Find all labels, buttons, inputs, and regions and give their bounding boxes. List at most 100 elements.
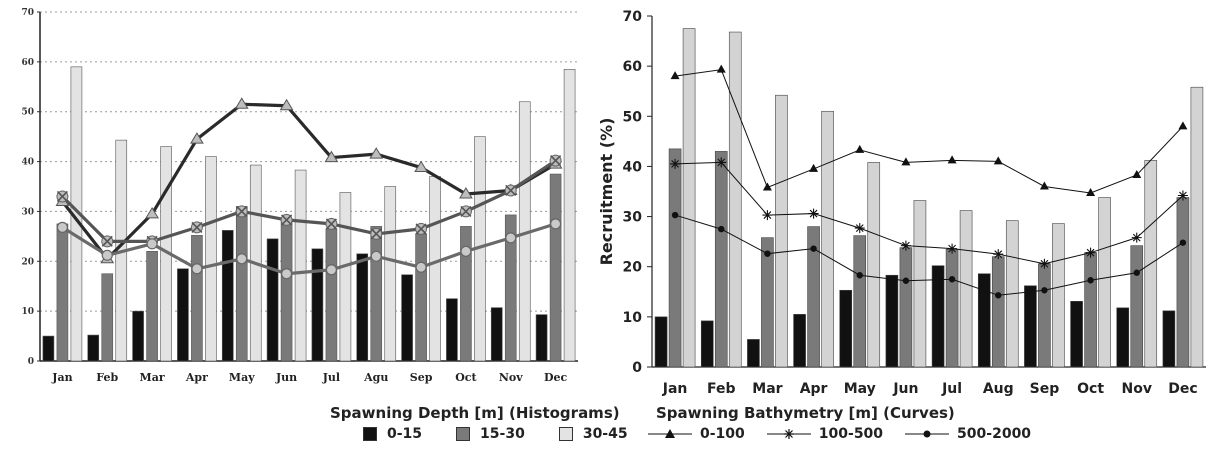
y-tick-label: 20 — [623, 260, 643, 276]
point-dot — [902, 277, 910, 284]
bar-15-30 — [714, 151, 728, 368]
curve-line-100-500 — [675, 161, 1184, 265]
point-x — [505, 184, 517, 197]
curve-line-triangle — [61, 102, 557, 261]
legend-swatch-light — [558, 427, 573, 441]
bar-30-45 — [339, 192, 352, 362]
point-dot — [764, 250, 771, 257]
point-x — [550, 155, 562, 167]
bar-15-30 — [549, 173, 562, 362]
legend-line-triangle-icon — [648, 429, 692, 438]
curve-line-x — [61, 159, 557, 243]
bar-0-15 — [132, 310, 144, 362]
point-x — [191, 221, 203, 233]
depth-legend: 0-15 15-30 30-45 — [363, 426, 662, 442]
point-circle — [101, 249, 113, 261]
bar-30-45 — [1190, 86, 1204, 368]
point-triangle — [762, 182, 772, 191]
point-circle — [505, 232, 517, 244]
bathymetry-legend-title: Spawning Bathymetry [m] (Curves) — [656, 404, 955, 422]
x-tick-label: Feb — [707, 381, 736, 397]
bar-15-30 — [807, 226, 820, 368]
point-asterisk — [670, 158, 681, 169]
point-circle — [280, 268, 293, 280]
point-dot — [948, 276, 956, 283]
point-triangle — [459, 187, 473, 199]
bar-0-15 — [885, 274, 899, 368]
x-tick-label: Apr — [800, 381, 828, 397]
y-tick-label: 60 — [21, 58, 34, 68]
point-triangle — [324, 150, 339, 163]
point-asterisk — [1039, 258, 1050, 269]
x-tick-label: Mar — [752, 381, 782, 397]
bar-15-30 — [370, 226, 383, 362]
y-tick-label: 0 — [632, 360, 642, 376]
y-tick-label: 10 — [21, 307, 34, 317]
legend-item-0-15: 0-15 — [363, 426, 422, 442]
bar-15-30 — [146, 251, 158, 362]
bar-0-15 — [931, 265, 945, 368]
point-dot — [1041, 287, 1048, 294]
point-circle — [56, 221, 69, 233]
bar-0-15 — [747, 339, 760, 368]
bar-0-15 — [446, 298, 458, 362]
x-tick-label: May — [229, 371, 255, 384]
point-triangle — [1132, 169, 1142, 178]
point-circle — [146, 238, 158, 250]
point-triangle — [670, 71, 680, 80]
y-tick-label: 30 — [21, 207, 34, 217]
bar-30-45 — [1052, 223, 1065, 368]
legend-item-500-2000: 500-2000 — [905, 426, 1031, 442]
bar-0-15 — [1162, 310, 1176, 368]
bar-15-30 — [325, 228, 338, 362]
bar-15-30 — [1176, 197, 1190, 368]
bar-0-15 — [311, 248, 324, 362]
bar-30-45 — [429, 176, 441, 362]
x-tick-label: Nov — [1122, 381, 1152, 397]
bar-0-15 — [221, 230, 234, 362]
legend-label: 0-100 — [700, 426, 745, 442]
point-triangle — [947, 155, 957, 164]
legend-label: 0-15 — [387, 426, 423, 442]
point-asterisk — [1085, 247, 1096, 258]
bar-0-15 — [401, 274, 413, 362]
point-circle — [370, 250, 382, 262]
point-asterisk — [854, 223, 865, 234]
x-tick-label: Feb — [96, 371, 118, 384]
point-dot — [1179, 239, 1187, 246]
point-circle — [415, 261, 427, 273]
point-triangle — [145, 206, 159, 219]
bar-0-15 — [87, 334, 100, 362]
y-tick-label: 20 — [21, 257, 34, 267]
x-tick-label: Jan — [51, 371, 72, 384]
bar-0-15 — [356, 253, 369, 362]
bar-15-30 — [460, 226, 472, 362]
bar-15-30 — [280, 218, 293, 362]
point-x — [370, 228, 382, 240]
bar-15-30 — [504, 214, 517, 362]
point-triangle — [414, 160, 428, 173]
y-tick-label: 70 — [21, 8, 34, 18]
bar-30-45 — [563, 69, 576, 362]
point-triangle — [1178, 121, 1188, 130]
bar-30-45 — [384, 186, 397, 362]
point-dot — [1133, 269, 1140, 276]
x-tick-label: Sep — [1030, 381, 1060, 397]
point-triangle — [901, 157, 911, 166]
point-dot — [1087, 277, 1094, 284]
point-circle — [549, 218, 562, 230]
y-tick-label: 60 — [623, 59, 643, 75]
bar-15-30 — [1130, 245, 1144, 368]
point-asterisk — [762, 210, 773, 221]
curve-line-circle — [61, 222, 557, 276]
bar-0-15 — [1116, 307, 1130, 368]
point-circle — [325, 264, 338, 276]
point-x — [101, 235, 113, 247]
x-tick-label: May — [844, 381, 876, 397]
point-dot — [995, 292, 1002, 299]
point-triangle — [279, 98, 294, 111]
point-x — [56, 190, 68, 203]
point-asterisk — [808, 208, 819, 219]
legend-item-0-100: 0-100 — [648, 426, 745, 442]
point-triangle — [234, 97, 249, 109]
